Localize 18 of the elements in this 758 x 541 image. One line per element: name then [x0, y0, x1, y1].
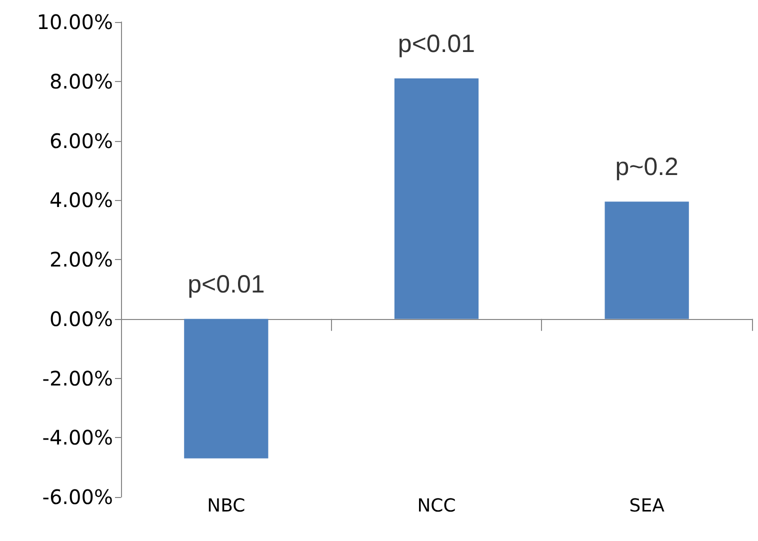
annotation: p<0.01 — [188, 270, 265, 298]
y-tick-label: -2.00% — [42, 366, 113, 390]
bar — [184, 318, 268, 458]
y-tick-label: -4.00% — [42, 426, 113, 450]
y-tick-label: 4.00% — [49, 188, 113, 212]
y-tick-label: 8.00% — [49, 69, 113, 94]
y-tick-label: 6.00% — [49, 128, 113, 153]
x-tick-label: NCC — [417, 496, 456, 516]
y-tick-label: 0.00% — [49, 306, 113, 331]
x-tick-label: NBC — [207, 496, 246, 516]
y-tick-label: -6.00% — [42, 485, 113, 509]
annotation: p<0.01 — [398, 30, 476, 58]
bar — [394, 78, 479, 319]
annotation: p~0.2 — [615, 153, 678, 182]
bar — [604, 202, 689, 319]
y-tick-label: 2.00% — [49, 248, 113, 272]
x-tick-label: SEA — [629, 496, 666, 516]
y-tick-label: 10.00% — [36, 10, 113, 34]
